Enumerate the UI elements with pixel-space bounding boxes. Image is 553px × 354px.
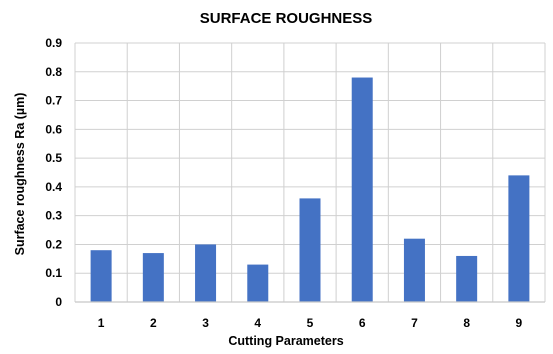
- y-tick-label: 0.5: [45, 151, 62, 165]
- y-tick-label: 0.7: [45, 94, 62, 108]
- bar-6: [351, 77, 373, 303]
- bars: [90, 77, 530, 303]
- x-tick-label: 3: [202, 316, 209, 330]
- y-tick-label: 0.6: [45, 122, 62, 136]
- bar-4: [247, 264, 269, 302]
- y-tick-label: 0.3: [45, 209, 62, 223]
- x-tick-labels: 1 2 3 4 5 6 7 8 9: [98, 316, 523, 330]
- x-tick-label: 8: [463, 316, 470, 330]
- bar-9: [508, 175, 530, 302]
- x-tick-label: 6: [359, 316, 366, 330]
- bar-7: [403, 238, 425, 302]
- x-tick-label: 5: [307, 316, 314, 330]
- grid-lines: [74, 42, 546, 303]
- x-axis-title: Cutting Parameters: [228, 334, 343, 348]
- x-tick-label: 4: [254, 316, 261, 330]
- x-tick-label: 2: [150, 316, 157, 330]
- bar-8: [456, 255, 478, 302]
- y-tick-label: 0.2: [45, 237, 62, 251]
- bar-3: [195, 244, 217, 302]
- y-tick-labels: 0 0.1 0.2 0.3 0.4 0.5 0.6 0.7 0.8 0.9: [45, 36, 62, 309]
- y-tick-label: 0.8: [45, 65, 62, 79]
- bar-5: [299, 198, 321, 302]
- y-tick-label: 0.1: [45, 266, 62, 280]
- y-tick-label: 0: [55, 295, 62, 309]
- y-tick-label: 0.9: [45, 36, 62, 50]
- x-tick-label: 7: [411, 316, 418, 330]
- y-axis-title: Surface roughness Ra (µm): [13, 93, 27, 256]
- x-tick-label: 1: [98, 316, 105, 330]
- bar-1: [90, 250, 112, 302]
- x-tick-label: 9: [516, 316, 523, 330]
- chart-title: SURFACE ROUGHNESS: [200, 10, 373, 27]
- bar-2: [142, 253, 164, 302]
- y-tick-label: 0.4: [45, 180, 62, 194]
